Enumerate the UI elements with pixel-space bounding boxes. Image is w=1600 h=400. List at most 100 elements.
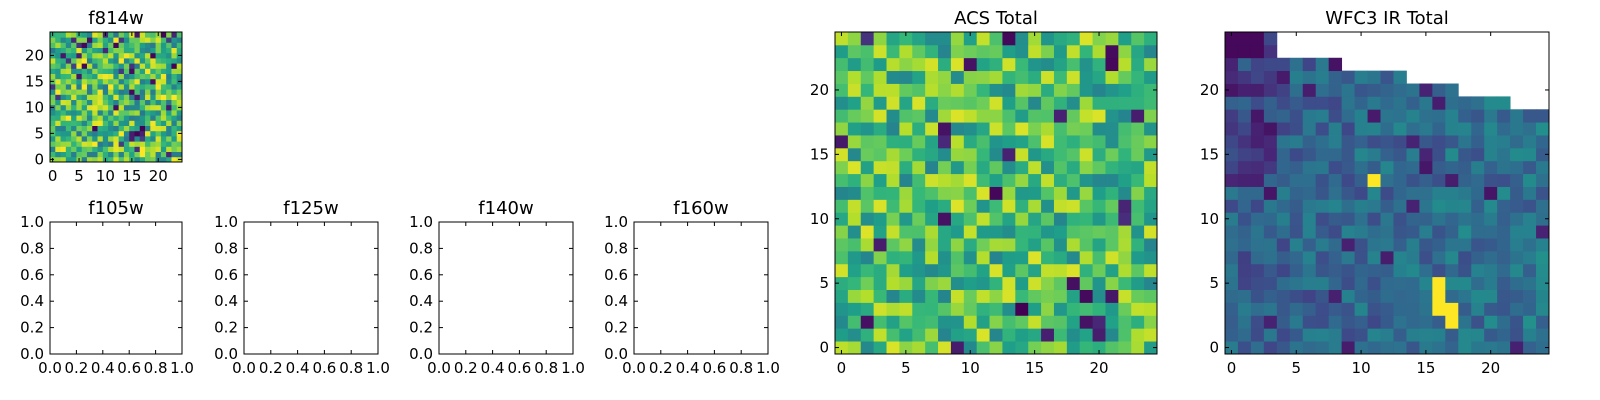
heatmap-cell: [76, 47, 83, 54]
heatmap-cell: [150, 104, 156, 111]
heatmap-cell: [160, 84, 167, 90]
heatmap-cell: [55, 94, 61, 100]
heatmap-cell: [118, 63, 125, 69]
heatmap-cell: [1432, 341, 1446, 355]
heatmap-cell: [1523, 289, 1537, 303]
heatmap-cell: [925, 238, 939, 252]
heatmap-cell: [1002, 315, 1016, 329]
heatmap-cell: [1263, 289, 1278, 303]
y-tick-label: 0.2: [20, 319, 44, 337]
heatmap-cell: [1367, 315, 1381, 329]
heatmap-cell: [1302, 315, 1317, 329]
y-tick-label: 0.0: [604, 345, 628, 363]
heatmap-cell: [108, 110, 114, 116]
heatmap-cell: [1015, 341, 1029, 355]
heatmap-cell: [171, 84, 178, 90]
heatmap-cell: [71, 84, 77, 90]
heatmap-cell: [1289, 315, 1304, 329]
heatmap-cell: [899, 225, 913, 239]
heatmap-cell: [1432, 238, 1446, 252]
heatmap-cell: [134, 104, 141, 111]
heatmap-cell: [123, 120, 130, 126]
heatmap-cell: [847, 160, 862, 175]
heatmap-cell: [129, 78, 135, 85]
heatmap-cell: [118, 151, 125, 158]
heatmap-cell: [1263, 315, 1278, 329]
heatmap-cell: [134, 141, 141, 147]
heatmap-cell: [139, 94, 146, 100]
heatmap-cell: [1380, 122, 1394, 136]
heatmap-cell: [1341, 122, 1355, 136]
heatmap-cell: [108, 141, 114, 147]
heatmap-cell: [1092, 135, 1106, 149]
heatmap-cell: [886, 122, 900, 136]
heatmap-cell: [1341, 160, 1355, 175]
heatmap-cell: [1315, 57, 1330, 72]
heatmap-cell: [873, 109, 887, 123]
heatmap-cell: [166, 156, 172, 163]
heatmap-cell: [1315, 96, 1330, 110]
heatmap-cell: [835, 276, 849, 290]
heatmap-cell: [1053, 160, 1068, 175]
heatmap-cell: [1131, 147, 1145, 162]
heatmap-cell: [1536, 341, 1550, 355]
heatmap-cell: [1079, 57, 1093, 72]
heatmap-cell: [1367, 276, 1381, 290]
heatmap-cell: [912, 109, 926, 123]
heatmap-cell: [1458, 147, 1472, 162]
heatmap-cell: [1536, 250, 1550, 265]
heatmap-cell: [113, 63, 120, 69]
heatmap-cell: [899, 276, 913, 290]
heatmap-cell: [1237, 328, 1252, 342]
heatmap-cell: [1015, 57, 1029, 72]
heatmap-cell: [1393, 212, 1407, 226]
heatmap-cell: [1105, 341, 1119, 355]
heatmap-cell: [860, 160, 875, 175]
heatmap-cell: [847, 173, 862, 187]
heatmap-cell: [145, 94, 151, 100]
heatmap-cell: [1380, 315, 1394, 329]
heatmap-cell: [160, 110, 167, 116]
heatmap-cell: [1419, 263, 1433, 278]
heatmap-cell: [1458, 302, 1472, 316]
heatmap-cell: [1263, 83, 1278, 97]
heatmap-cell: [1263, 225, 1278, 239]
heatmap-cell: [1015, 135, 1029, 149]
heatmap-cell: [1015, 289, 1029, 303]
heatmap-cell: [1367, 109, 1381, 123]
heatmap-cell: [155, 78, 162, 85]
heatmap-cell: [1406, 173, 1420, 187]
heatmap-cell: [1066, 328, 1081, 342]
heatmap-cell: [1225, 135, 1239, 149]
heatmap-cell: [171, 99, 178, 106]
heatmap-cell: [1289, 70, 1304, 84]
heatmap-cell: [873, 135, 887, 149]
heatmap-cell: [139, 110, 146, 116]
heatmap-cell: [1131, 263, 1145, 278]
heatmap-cell: [1015, 302, 1029, 316]
heatmap-cell: [1131, 173, 1145, 187]
heatmap-cell: [1380, 225, 1394, 239]
heatmap-cell: [938, 186, 952, 200]
heatmap-cell: [938, 32, 952, 46]
heatmap-cell: [1276, 199, 1291, 213]
x-tick-label: 10: [96, 167, 115, 185]
heatmap-cell: [50, 89, 56, 95]
heatmap-cell: [118, 136, 125, 142]
heatmap-cell: [1131, 238, 1145, 252]
heatmap-cell: [1105, 70, 1119, 84]
heatmap-cell: [1367, 238, 1381, 252]
heatmap-cell: [145, 146, 151, 152]
heatmap-cell: [81, 115, 88, 121]
heatmap-cell: [118, 89, 125, 95]
heatmap-cell: [886, 173, 900, 187]
heatmap-cell: [171, 78, 178, 85]
heatmap-cell: [1144, 109, 1158, 123]
heatmap-cell: [1367, 212, 1381, 226]
heatmap-cell: [912, 250, 926, 265]
heatmap-cell: [76, 151, 83, 158]
heatmap-cell: [886, 263, 900, 278]
heatmap-cell: [1237, 122, 1252, 136]
heatmap-cell: [1471, 135, 1485, 149]
